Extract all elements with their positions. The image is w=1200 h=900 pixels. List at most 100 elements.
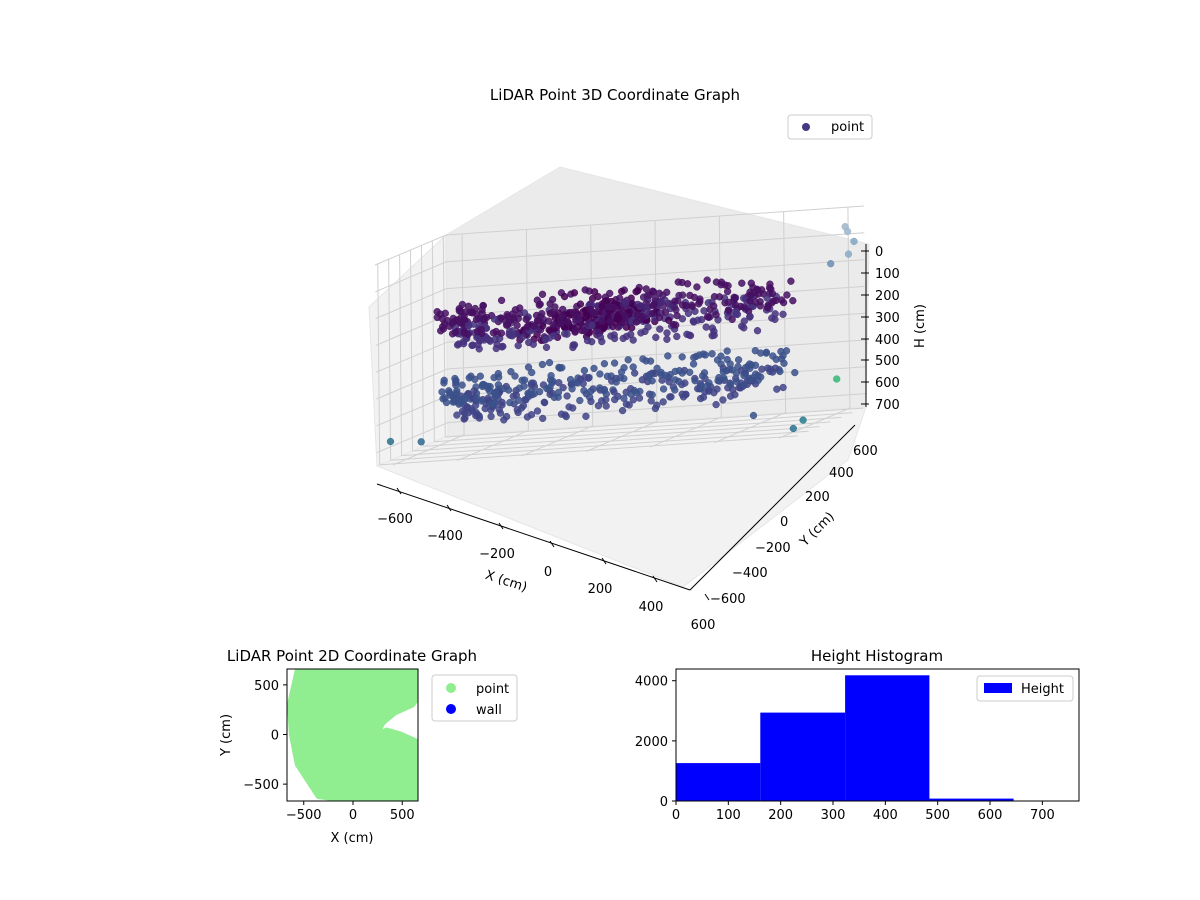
data-point xyxy=(438,388,446,396)
grid-line xyxy=(390,430,809,461)
chart-3d: LiDAR Point 3D Coordinate Graph −600 −400… xyxy=(368,86,928,633)
data-point xyxy=(468,341,476,350)
data-point xyxy=(542,343,551,352)
data-point xyxy=(539,414,547,423)
data-point xyxy=(582,412,590,420)
x-tick-label: 300 xyxy=(821,808,846,823)
y-tick-label: 0 xyxy=(660,795,668,810)
data-point xyxy=(655,313,664,322)
grid-line xyxy=(388,259,392,461)
data-point xyxy=(472,315,481,324)
histogram-legend: Height xyxy=(976,675,1074,702)
histogram-bar xyxy=(760,712,846,801)
x-tick xyxy=(652,575,658,583)
z-tick-label: 700 xyxy=(875,398,900,413)
data-point xyxy=(580,366,589,375)
data-point xyxy=(521,396,529,404)
chart-3d-y-axis-line xyxy=(689,424,856,591)
data-point xyxy=(717,278,726,286)
data-point xyxy=(475,414,484,422)
data-point xyxy=(740,371,748,380)
data-point xyxy=(619,334,627,343)
data-point xyxy=(437,327,445,335)
data-point xyxy=(636,387,644,396)
data-point xyxy=(568,385,576,393)
data-point xyxy=(731,301,740,309)
data-point xyxy=(631,369,639,377)
data-point xyxy=(639,355,647,363)
data-point xyxy=(449,314,457,323)
data-point xyxy=(588,321,596,330)
y-tick-label: 400 xyxy=(829,466,854,481)
data-point xyxy=(518,333,526,342)
grid-line xyxy=(445,407,864,438)
data-point xyxy=(749,411,758,420)
chart-2d-legend-marker-wall xyxy=(446,704,456,714)
data-point xyxy=(757,373,765,381)
data-point xyxy=(560,292,569,301)
data-point xyxy=(591,308,599,317)
data-point xyxy=(723,355,731,364)
data-point xyxy=(690,318,698,326)
data-point xyxy=(609,303,618,312)
data-point xyxy=(562,412,570,421)
histogram-title: Height Histogram xyxy=(811,647,943,665)
data-point xyxy=(686,368,694,376)
data-point xyxy=(459,340,468,348)
data-point xyxy=(564,318,572,326)
histogram-legend-marker xyxy=(984,683,1012,693)
data-point xyxy=(700,307,708,315)
data-point xyxy=(621,318,629,326)
data-point xyxy=(768,289,777,298)
data-point xyxy=(497,314,505,322)
chart-3d-title: LiDAR Point 3D Coordinate Graph xyxy=(490,86,740,104)
data-point xyxy=(699,393,708,401)
data-point xyxy=(710,389,718,397)
data-point xyxy=(733,310,742,319)
data-point xyxy=(708,332,716,340)
grid-line xyxy=(401,426,820,457)
data-point xyxy=(524,389,532,398)
data-point xyxy=(712,311,720,319)
data-point xyxy=(724,298,733,306)
y-tick-label: 4000 xyxy=(635,675,668,690)
y-tick-label: −200 xyxy=(755,541,791,556)
y-tick-label: 0 xyxy=(780,515,788,530)
data-point xyxy=(751,347,759,355)
data-point xyxy=(600,360,609,368)
data-point xyxy=(442,398,451,407)
data-point xyxy=(460,415,468,423)
data-point xyxy=(659,291,667,300)
data-point xyxy=(530,322,538,330)
grid-line xyxy=(375,312,866,373)
data-point xyxy=(644,373,653,381)
data-point xyxy=(539,322,547,330)
z-tick-label: 500 xyxy=(875,354,900,369)
data-point xyxy=(624,356,632,364)
data-point xyxy=(731,294,739,303)
point-cloud-area xyxy=(287,669,418,801)
data-point xyxy=(662,371,670,380)
chart-2d-y-axis-label: Y (cm) xyxy=(219,714,234,757)
data-point xyxy=(637,315,645,323)
data-point xyxy=(780,359,788,367)
data-point xyxy=(787,277,795,285)
y-tick-label: −400 xyxy=(732,566,768,581)
data-point xyxy=(629,363,637,371)
data-point xyxy=(571,327,579,335)
data-point xyxy=(678,315,687,323)
data-point xyxy=(682,302,690,310)
data-point xyxy=(614,315,622,323)
data-point xyxy=(783,291,791,299)
data-point xyxy=(708,324,717,332)
data-point xyxy=(678,353,686,361)
chart-2d-title: LiDAR Point 2D Coordinate Graph xyxy=(227,647,477,665)
data-point xyxy=(590,364,598,373)
data-point xyxy=(719,396,727,404)
data-point xyxy=(475,345,483,353)
data-point xyxy=(596,384,604,392)
data-point xyxy=(665,316,673,324)
chart-histogram: Height Histogram 0 100 200 300 400 500 600 7000… xyxy=(635,647,1080,823)
data-point xyxy=(724,306,733,315)
